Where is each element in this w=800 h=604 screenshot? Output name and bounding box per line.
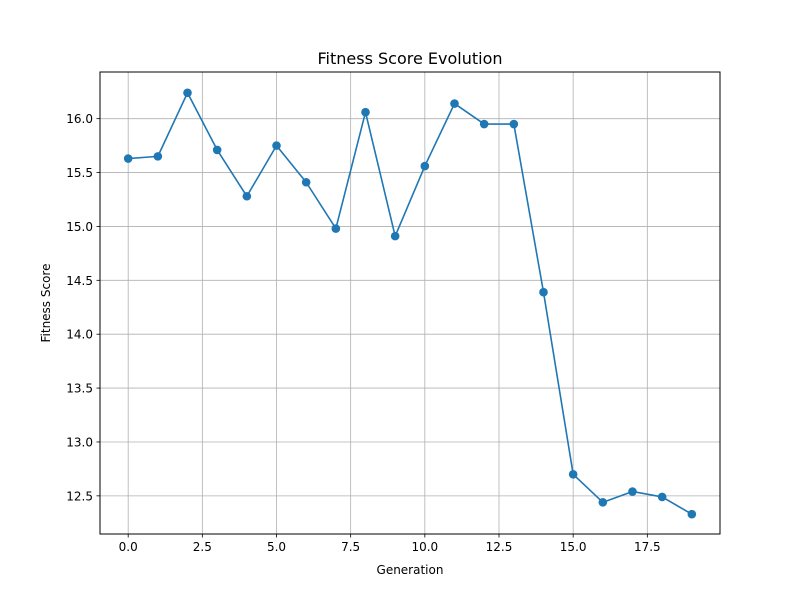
x-tick-label: 15.0: [560, 540, 587, 554]
y-tick-label: 15.0: [66, 220, 93, 234]
data-point: [272, 141, 281, 150]
data-point: [450, 99, 459, 108]
x-tick-label: 5.0: [267, 540, 286, 554]
data-point: [657, 492, 667, 502]
series-line: [128, 92, 693, 515]
x-tick-label: 7.5: [341, 540, 360, 554]
y-tick-label: 15.5: [66, 166, 93, 180]
y-tick-label: 12.5: [66, 489, 93, 503]
data-point: [628, 487, 637, 496]
data-point: [479, 119, 489, 129]
data-point: [242, 191, 252, 201]
x-tick-label: 17.5: [634, 540, 661, 554]
x-tick-label: 0.0: [119, 540, 138, 554]
data-series: [123, 88, 697, 519]
data-point: [361, 107, 370, 117]
data-point: [390, 231, 400, 241]
data-point: [123, 154, 133, 163]
chart-title: Fitness Score Evolution: [318, 49, 503, 68]
data-point: [301, 177, 311, 187]
y-tick-label: 14.0: [66, 328, 93, 342]
data-point: [153, 152, 163, 161]
y-tick-label: 13.5: [66, 382, 93, 396]
data-point: [183, 88, 192, 98]
data-point: [539, 287, 548, 297]
data-point: [598, 498, 608, 507]
data-point: [212, 145, 222, 155]
x-tick-label: 10.0: [411, 540, 438, 554]
y-tick-label: 13.0: [66, 435, 93, 449]
data-point: [687, 509, 697, 519]
axis-ticks: 0.0 2.5 5.0 7.5 10.0 12.5 15.0 17.5 12.5 13.0 13.5…: [66, 112, 660, 554]
y-tick-label: 14.5: [66, 274, 93, 288]
data-point: [331, 224, 341, 233]
x-axis-label: Generation: [377, 563, 444, 577]
x-tick-label: 2.5: [193, 540, 212, 554]
y-tick-label: 16.0: [66, 112, 93, 126]
data-point: [568, 469, 578, 479]
data-point: [509, 119, 519, 129]
x-tick-label: 12.5: [486, 540, 513, 554]
y-axis-label: Fitness Score: [39, 264, 53, 343]
plot-frame: [99, 71, 721, 535]
grid-lines: [100, 72, 720, 534]
data-point: [420, 161, 430, 171]
